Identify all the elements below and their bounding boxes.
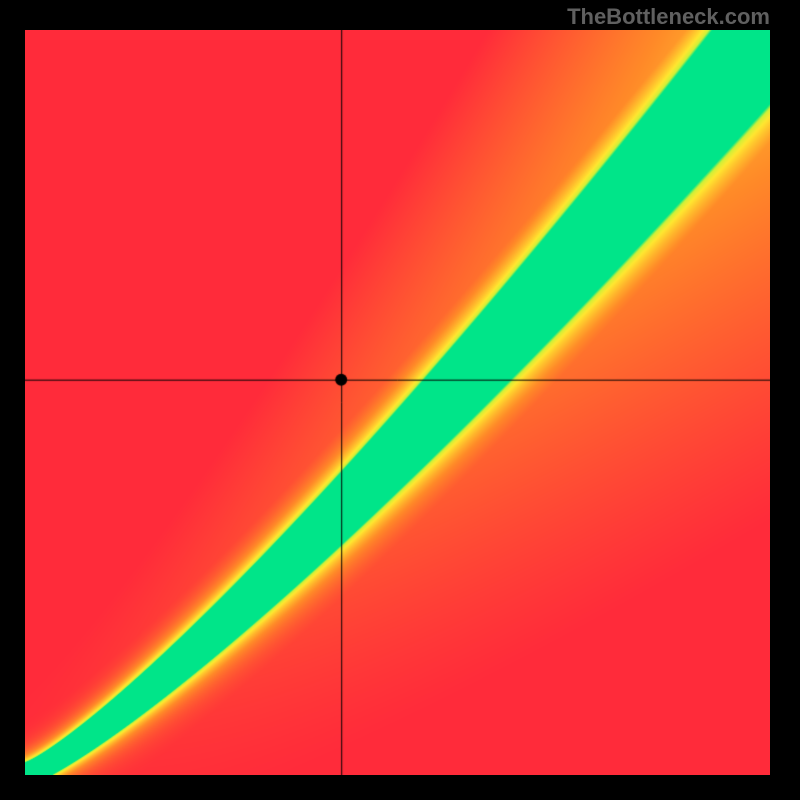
heatmap-plot xyxy=(25,30,770,775)
watermark: TheBottleneck.com xyxy=(567,4,770,30)
heatmap-canvas xyxy=(25,30,770,775)
